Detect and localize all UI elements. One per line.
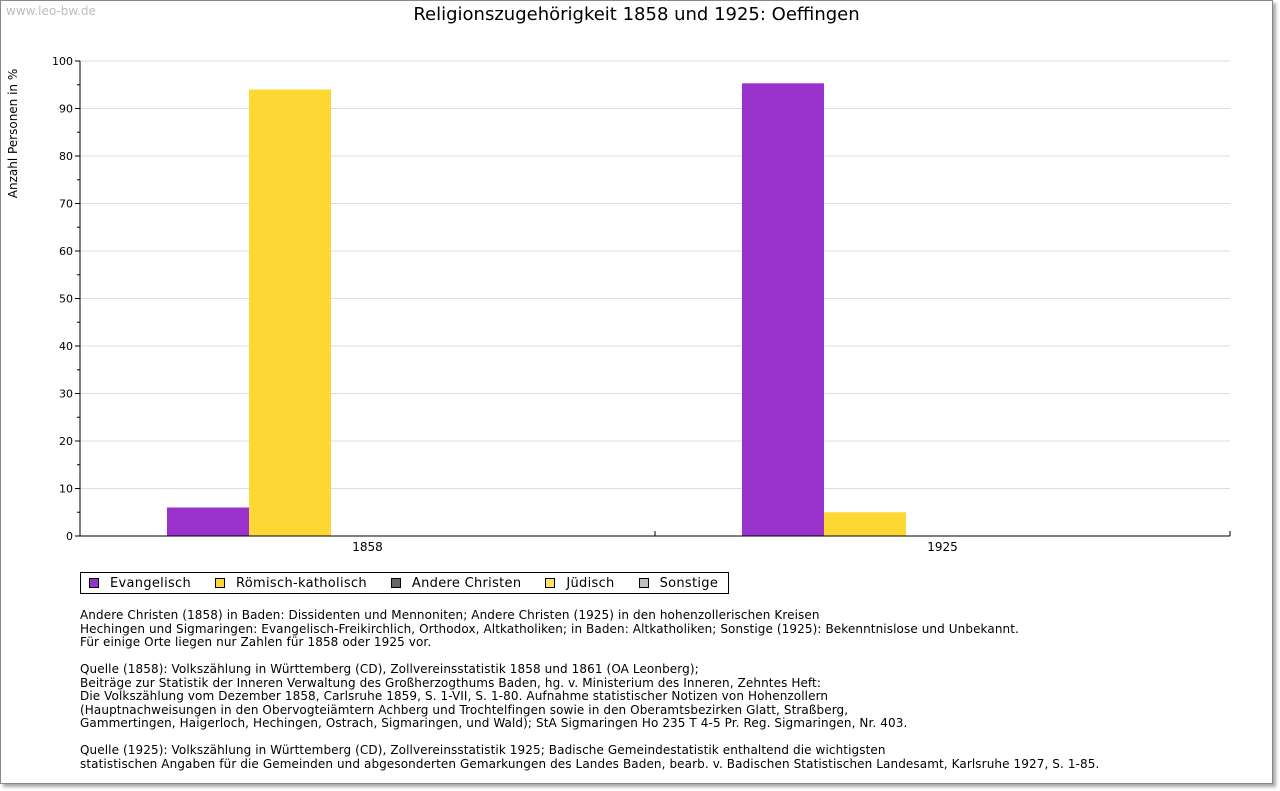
y-tick-label: 100 (52, 55, 73, 68)
note-line: Für einige Orte liegen nur Zahlen für 18… (80, 635, 432, 649)
y-tick-label: 50 (59, 293, 73, 306)
note-line: Gammertingen, Haigerloch, Hechingen, Ost… (80, 716, 908, 730)
y-axis-label: Anzahl Personen in % (6, 69, 20, 199)
legend-swatch (390, 578, 401, 588)
legend-label: Sonstige (659, 575, 719, 591)
note-paragraph: Quelle (1858): Volkszählung in Württembe… (80, 662, 1260, 731)
bar (824, 512, 906, 536)
legend-swatch (545, 578, 556, 588)
note-paragraph: Andere Christen (1858) in Baden: Disside… (80, 608, 1260, 650)
bar-chart: 0 10 20 30 40 50 60 70 80 90 100 Anzahl Personen in… (6, 55, 1231, 554)
y-tick-label: 10 (59, 483, 73, 496)
legend-label: Evangelisch (110, 575, 192, 591)
y-tick-label: 30 (59, 388, 73, 401)
legend-item: Jüdisch (545, 576, 614, 591)
note-paragraph: Quelle (1925): Volkszählung in Württembe… (80, 743, 1260, 771)
y-tick-label: 90 (59, 103, 73, 116)
legend-item: Römisch-katholisch (215, 576, 367, 591)
x-tick-label: 1925 (927, 540, 958, 554)
y-tick-label: 20 (59, 435, 73, 448)
y-tick-label: 60 (59, 245, 73, 258)
note-line: (Hauptnachweisungen in den Obervogteiämt… (80, 702, 849, 717)
legend-item: Andere Christen (390, 575, 522, 591)
y-tick-label: 0 (66, 530, 73, 543)
legend-swatch (89, 578, 99, 588)
legend-item: Evangelisch (89, 576, 191, 591)
legend-label: Andere Christen (411, 575, 522, 591)
note-line: Beiträge zur Statistik der Inneren Verwa… (80, 675, 821, 690)
bar (742, 83, 824, 536)
chart-title: Religionszugehörigkeit 1858 und 1925: Oe… (413, 4, 860, 25)
note-line: Quelle (1858): Volkszählung in Württembe… (80, 662, 699, 676)
legend-label: Jüdisch (566, 575, 615, 591)
note-line: Andere Christen (1858) in Baden: Disside… (80, 608, 820, 622)
legend-label: Römisch-katholisch (236, 575, 367, 591)
legend: Evangelisch Römisch-katholisch Andere Chri… (80, 572, 730, 594)
note-line: Die Volkszählung vom Dezember 1858, Carl… (80, 689, 829, 703)
y-tick-label: 40 (59, 340, 73, 353)
y-tick-label: 70 (59, 198, 73, 211)
bar (167, 507, 249, 536)
watermark: www.leo-bw.de (6, 4, 96, 18)
x-tick-label: 1858 (352, 540, 383, 554)
legend-swatch (638, 578, 649, 588)
bar (249, 89, 331, 536)
legend-item: Sonstige (638, 575, 719, 591)
legend-swatch (215, 578, 226, 588)
note-line: Quelle (1925): Volkszählung in Württembe… (80, 743, 886, 757)
y-tick-label: 80 (59, 150, 73, 163)
chart-notes: Andere Christen (1858) in Baden: Disside… (80, 608, 1260, 785)
note-line: statistischen Angaben für die Gemeinden … (80, 756, 1100, 771)
note-line: Hechingen und Sigmaringen: Evangelisch-F… (80, 621, 1019, 636)
